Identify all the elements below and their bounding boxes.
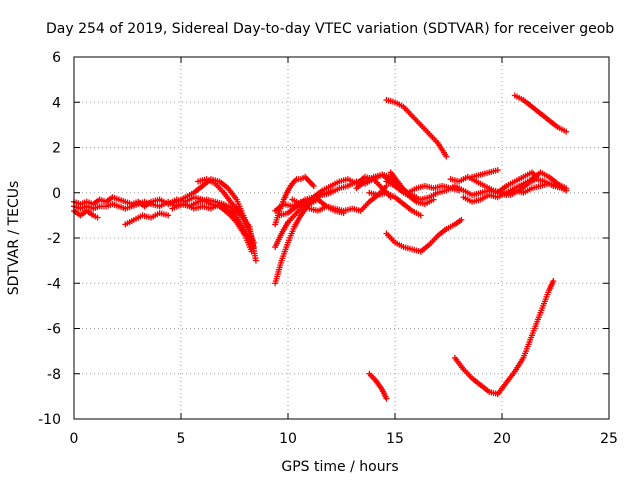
data-series-s04 xyxy=(122,210,172,228)
series-layer xyxy=(71,92,570,402)
data-point-markers xyxy=(383,216,465,255)
data-point-markers xyxy=(451,277,557,398)
data-series-s13 xyxy=(289,196,347,217)
data-series-s19 xyxy=(383,96,450,160)
data-point-markers xyxy=(71,194,255,255)
data-point-markers xyxy=(195,176,257,251)
y-tick-label: -10 xyxy=(38,412,61,428)
data-series-s03 xyxy=(71,207,101,221)
x-axis-title: GPS time / hours xyxy=(281,459,398,475)
x-tick-label: 5 xyxy=(177,431,186,447)
data-point-markers xyxy=(272,173,317,228)
data-series-s20 xyxy=(366,370,390,402)
chart-title: Day 254 of 2019, Sidereal Day-to-day VTE… xyxy=(46,21,614,37)
data-series-s17 xyxy=(387,169,437,208)
y-tick-label: -6 xyxy=(47,322,61,338)
y-tick-label: 2 xyxy=(52,141,61,157)
data-point-markers xyxy=(511,92,570,135)
data-series-s25 xyxy=(469,167,501,180)
x-tick-label: 15 xyxy=(386,431,404,447)
data-point-markers xyxy=(383,96,450,160)
series-track xyxy=(385,99,448,158)
data-point-markers xyxy=(366,370,390,402)
tick-layer xyxy=(73,56,610,420)
data-series-s18 xyxy=(383,216,465,255)
y-tick-label: 6 xyxy=(52,50,61,66)
data-point-markers xyxy=(387,169,437,208)
data-point-markers xyxy=(122,210,172,228)
x-tick-label: 0 xyxy=(70,431,79,447)
data-series-s21 xyxy=(451,277,557,398)
data-point-markers xyxy=(494,169,540,196)
y-tick-label: -8 xyxy=(47,367,61,383)
y-tick-label: 0 xyxy=(52,186,61,202)
x-tick-label: 25 xyxy=(600,431,618,447)
grid-layer xyxy=(74,57,609,419)
data-series-s23 xyxy=(447,173,570,199)
y-tick-label: -4 xyxy=(47,276,61,292)
y-tick-label: 4 xyxy=(52,95,61,111)
data-point-markers xyxy=(289,196,347,217)
x-tick-label: 10 xyxy=(279,431,297,447)
data-series-s22 xyxy=(511,92,570,135)
data-series-s11 xyxy=(272,173,317,228)
data-point-markers xyxy=(71,207,101,221)
data-series-s15 xyxy=(366,189,424,219)
x-tick-label: 20 xyxy=(493,431,511,447)
data-series-s07 xyxy=(195,176,257,251)
tick-label-layer: 0 5 10 15 20 25 -10 -8 -6 -4 -2 0 2 4 6 xyxy=(38,50,618,447)
y-axis-title: SDTVAR / TECUs xyxy=(6,181,22,296)
data-series-s26 xyxy=(494,169,540,196)
data-point-markers xyxy=(469,167,501,180)
y-tick-label: -2 xyxy=(47,231,61,247)
data-point-markers xyxy=(366,189,424,219)
data-series-s01 xyxy=(71,194,255,255)
